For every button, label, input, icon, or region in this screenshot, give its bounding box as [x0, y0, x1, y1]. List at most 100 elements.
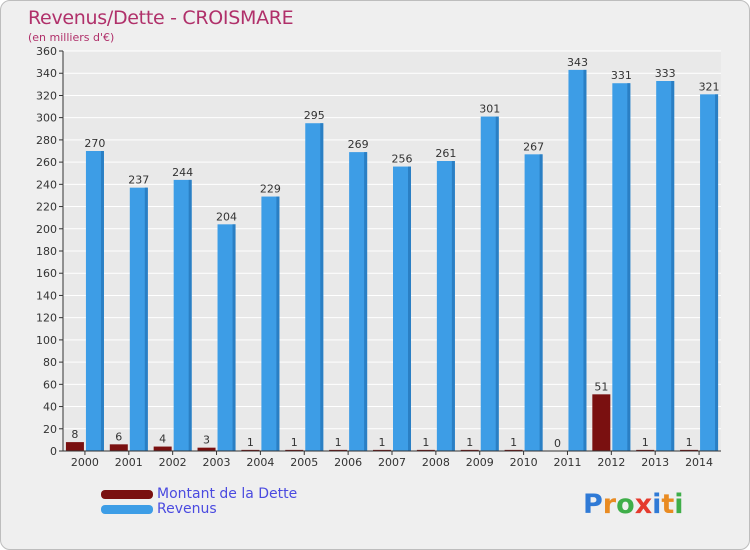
bar-revenus-shade: [408, 166, 411, 452]
bar-revenus: [305, 123, 324, 451]
chart-title: Revenus/Dette - CROISMARE: [28, 7, 294, 29]
proxiti-logo: Proxiti: [583, 489, 684, 520]
data-label-dette: 1: [466, 436, 473, 449]
bar-revenus: [656, 81, 675, 451]
y-tick-label: 120: [36, 312, 57, 325]
data-label-dette: 1: [686, 436, 693, 449]
x-tick-label: 2002: [159, 456, 187, 469]
y-tick-label: 180: [36, 245, 57, 258]
x-tick-label: 2012: [597, 456, 625, 469]
bar-revenus: [612, 83, 631, 451]
data-label-revenus: 270: [84, 137, 105, 150]
bar-revenus: [85, 151, 104, 451]
axis-layer: [59, 50, 721, 455]
bar-dette: [329, 449, 348, 451]
x-tick-label: 2006: [334, 456, 362, 469]
bars-layer: [65, 69, 719, 452]
data-label-dette: 6: [115, 430, 122, 443]
x-tick-label: 2004: [246, 456, 274, 469]
bar-revenus-shade: [320, 123, 324, 451]
bar-revenus-shade: [715, 94, 719, 451]
y-tick-label: 220: [36, 201, 57, 214]
labels-layer: 0204060801001201401601802002202402602803…: [36, 45, 720, 469]
bar-revenus-shade: [188, 179, 192, 451]
bar-dette: [592, 394, 611, 451]
data-label-revenus: 237: [128, 174, 149, 187]
data-label-revenus: 204: [216, 210, 237, 223]
data-label-dette: 1: [422, 436, 429, 449]
data-label-revenus: 295: [304, 109, 325, 122]
bar-revenus: [261, 196, 280, 451]
grid-layer: [63, 50, 721, 452]
bar-dette: [373, 449, 391, 451]
data-label-revenus: 267: [523, 140, 544, 153]
bar-revenus-shade: [364, 152, 368, 451]
y-tick-label: 260: [36, 156, 57, 169]
bar-dette: [285, 449, 304, 451]
bar-dette: [504, 449, 523, 451]
data-label-revenus: 229: [260, 183, 281, 196]
bar-revenus-shade: [144, 187, 148, 451]
y-tick-label: 200: [36, 223, 57, 236]
x-tick-label: 2008: [422, 456, 450, 469]
y-tick-label: 340: [36, 67, 57, 80]
x-tick-label: 2009: [466, 456, 494, 469]
chart-subtitle: (en milliers d'€): [28, 31, 115, 44]
bar-dette: [65, 442, 84, 451]
bar-dette: [416, 449, 435, 451]
data-label-revenus: 261: [435, 147, 456, 160]
y-tick-label: 300: [36, 112, 57, 125]
legend-swatch-revenus: [101, 505, 153, 514]
data-label-dette: 3: [203, 434, 210, 447]
bar-dette: [680, 449, 699, 451]
y-tick-label: 160: [36, 267, 57, 280]
x-tick-label: 2013: [641, 456, 669, 469]
x-tick-label: 2011: [553, 456, 581, 469]
bar-revenus: [393, 166, 411, 452]
bar-revenus: [436, 161, 455, 451]
x-tick-label: 2005: [290, 456, 318, 469]
data-label-revenus: 321: [699, 80, 720, 93]
y-tick-label: 0: [50, 445, 57, 458]
y-tick-label: 80: [43, 356, 57, 369]
data-label-dette: 1: [642, 436, 649, 449]
y-tick-label: 140: [36, 289, 57, 302]
bar-dette: [109, 444, 128, 451]
bar-dette: [197, 447, 216, 451]
data-label-revenus: 301: [479, 103, 500, 116]
bar-revenus-shade: [671, 81, 675, 451]
bar-revenus: [173, 179, 192, 451]
x-tick-label: 2000: [71, 456, 99, 469]
data-label-dette: 1: [379, 436, 386, 449]
data-label-revenus: 331: [611, 69, 632, 82]
bar-revenus-shade: [495, 116, 499, 452]
data-label-dette: 1: [291, 436, 298, 449]
bar-revenus-shade: [232, 224, 236, 451]
bar-revenus: [129, 187, 148, 451]
bar-revenus: [217, 224, 236, 451]
legend-label-revenus: Revenus: [157, 501, 217, 517]
bar-revenus-shade: [583, 69, 587, 451]
bar-dette: [636, 449, 655, 451]
bar-revenus: [700, 94, 719, 451]
y-tick-label: 320: [36, 89, 57, 102]
x-tick-label: 2001: [115, 456, 143, 469]
x-tick-label: 2003: [203, 456, 231, 469]
bar-dette: [460, 449, 479, 451]
data-label-revenus: 256: [392, 153, 413, 166]
data-label-dette: 51: [594, 380, 608, 393]
data-label-revenus: 244: [172, 166, 193, 179]
y-tick-label: 100: [36, 334, 57, 347]
bar-dette: [241, 449, 260, 451]
bar-revenus-shade: [539, 154, 543, 452]
y-tick-label: 280: [36, 134, 57, 147]
legend-label-dette: Montant de la Dette: [157, 486, 298, 502]
bar-revenus-shade: [627, 83, 631, 451]
data-label-revenus: 269: [348, 138, 369, 151]
bar-revenus: [568, 69, 587, 451]
bar-revenus-shade: [100, 151, 104, 451]
bar-dette: [153, 446, 172, 451]
y-tick-label: 240: [36, 178, 57, 191]
bar-revenus: [524, 154, 543, 452]
